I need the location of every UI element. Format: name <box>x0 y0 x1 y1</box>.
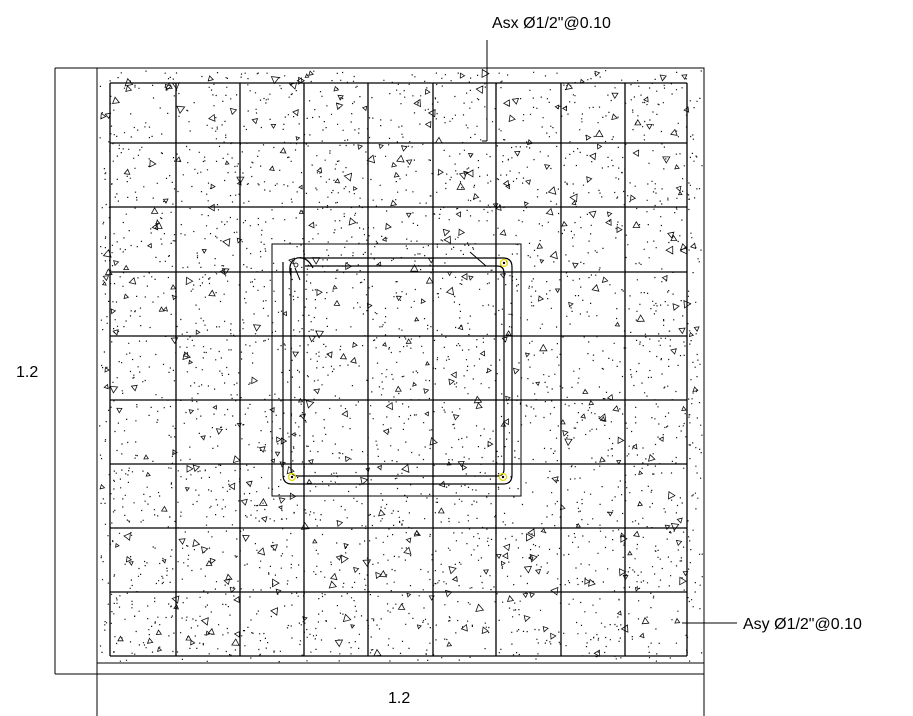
height-dimension <box>54 67 97 675</box>
asx-label: Asx Ø1/2"@0.10 <box>492 15 611 32</box>
corner-bar-bottom-left-core <box>290 475 294 479</box>
footing-outline <box>96 67 705 664</box>
concrete-texture <box>99 68 703 663</box>
corner-bar-bottom-left <box>287 472 297 482</box>
asy-label: Asy Ø1/2"@0.10 <box>743 616 862 633</box>
corner-bars <box>287 258 509 482</box>
corner-bar-top-right <box>499 258 509 268</box>
rebar-mesh <box>109 82 688 657</box>
concrete-aggregate <box>99 68 700 657</box>
corner-bar-bottom-right <box>498 472 508 482</box>
width-dimension <box>96 663 705 716</box>
column-outline <box>271 243 522 497</box>
concrete-dots <box>99 70 703 663</box>
width-dimension-label: 1.2 <box>388 690 410 707</box>
corner-bar-top-left <box>293 262 299 268</box>
corner-bar-top-right-core <box>502 261 506 265</box>
asx-leader <box>482 40 488 142</box>
corner-bar-bottom-right-core <box>501 475 505 479</box>
height-dimension-label: 1.2 <box>16 364 38 381</box>
